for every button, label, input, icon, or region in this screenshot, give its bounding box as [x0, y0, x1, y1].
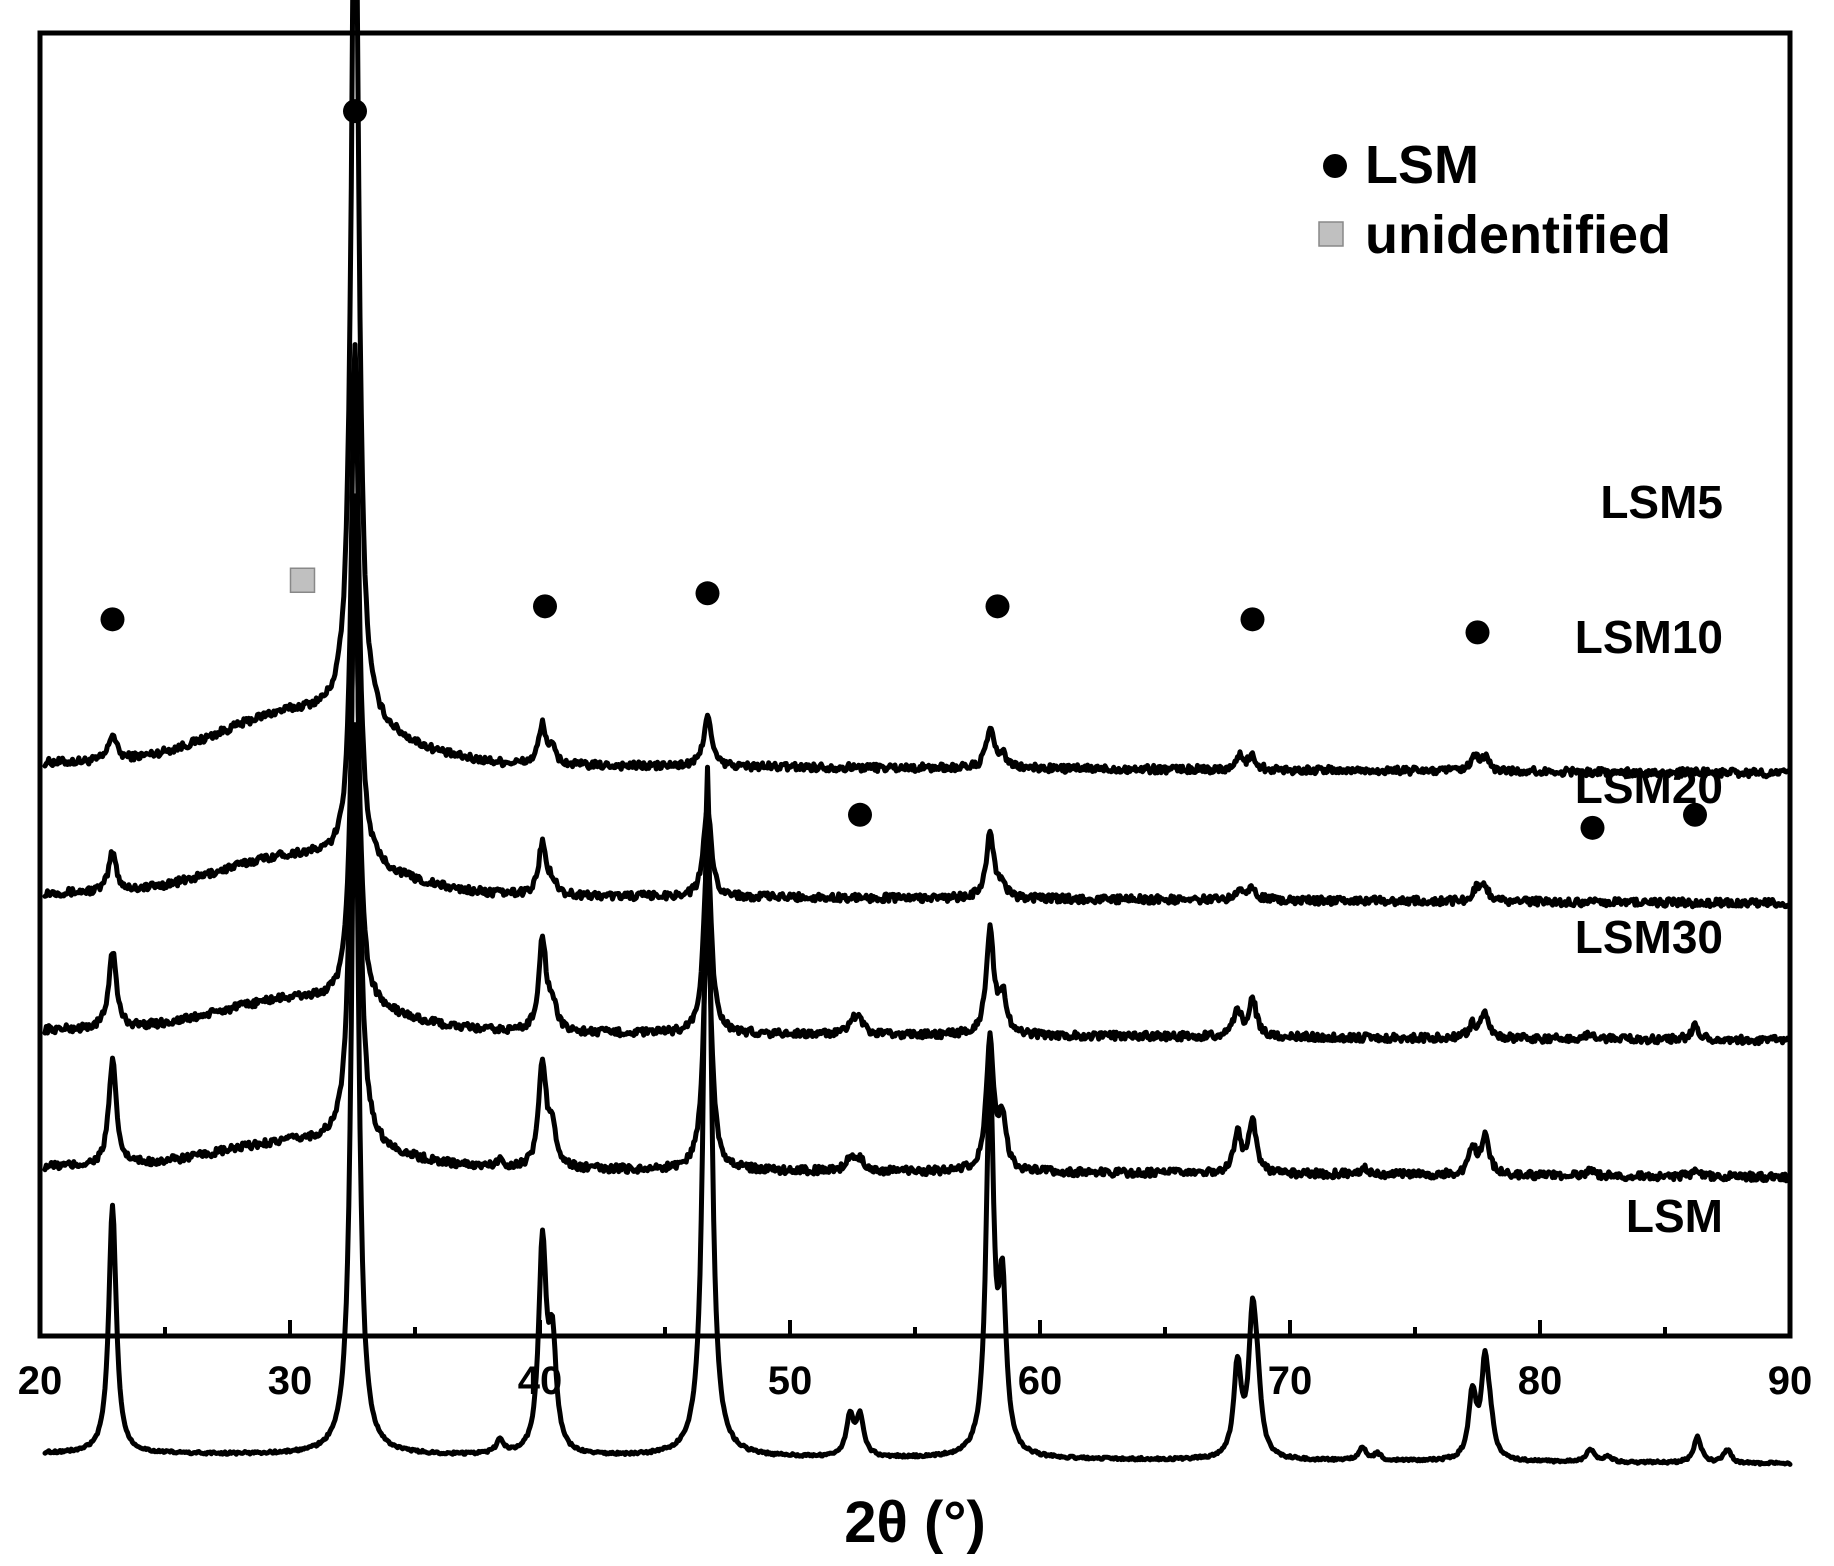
lsm-peak-marker [100, 607, 125, 632]
series-line-lsm20 [42, 548, 1793, 1047]
series-line-lsm30 [42, 493, 1793, 1184]
legend-unidentified-marker [1318, 221, 1344, 247]
lsm-peak-marker [1580, 815, 1605, 840]
unidentified-peak-marker [289, 567, 316, 594]
series-label-lsm30: LSM30 [1575, 911, 1723, 963]
series-label-lsm10: LSM10 [1575, 611, 1723, 663]
series-line-lsm [42, 722, 1793, 1467]
x-tick-label: 70 [1268, 1359, 1313, 1403]
x-tick-label: 50 [768, 1359, 813, 1403]
lsm-peak-marker [1465, 620, 1490, 645]
series-label-lsm: LSM [1626, 1190, 1723, 1242]
series-labels: LSM5 LSM10 LSM20 LSM30 LSM [1575, 476, 1723, 1242]
peak-markers [100, 99, 1707, 840]
series-traces [42, 0, 1793, 1467]
x-tick-label: 30 [268, 1359, 313, 1403]
lsm-peak-marker [848, 802, 872, 827]
x-tick-label: 90 [1768, 1359, 1813, 1403]
legend-lsm-label: LSM [1365, 135, 1479, 195]
x-axis-ticks: 20 30 40 50 60 70 80 90 [18, 1320, 1813, 1403]
x-axis-title: 2θ (°) [844, 1490, 986, 1555]
x-tick-label: 80 [1518, 1359, 1563, 1403]
lsm-peak-marker [1240, 607, 1265, 632]
x-tick-label: 20 [18, 1359, 63, 1403]
series-line-lsm10 [42, 342, 1793, 910]
series-line-lsm5 [42, 0, 1793, 780]
series-label-lsm5: LSM5 [1600, 476, 1723, 528]
legend: LSM unidentified [1318, 135, 1671, 265]
lsm-peak-marker [985, 594, 1010, 619]
lsm-peak-marker [343, 99, 367, 124]
x-tick-label: 60 [1018, 1359, 1063, 1403]
legend-lsm-marker [1323, 154, 1347, 178]
lsm-peak-marker [1683, 802, 1707, 827]
series-label-lsm20: LSM20 [1575, 761, 1723, 813]
lsm-peak-marker [695, 581, 720, 606]
lsm-peak-marker [533, 594, 557, 619]
legend-unidentified-label: unidentified [1365, 205, 1671, 265]
